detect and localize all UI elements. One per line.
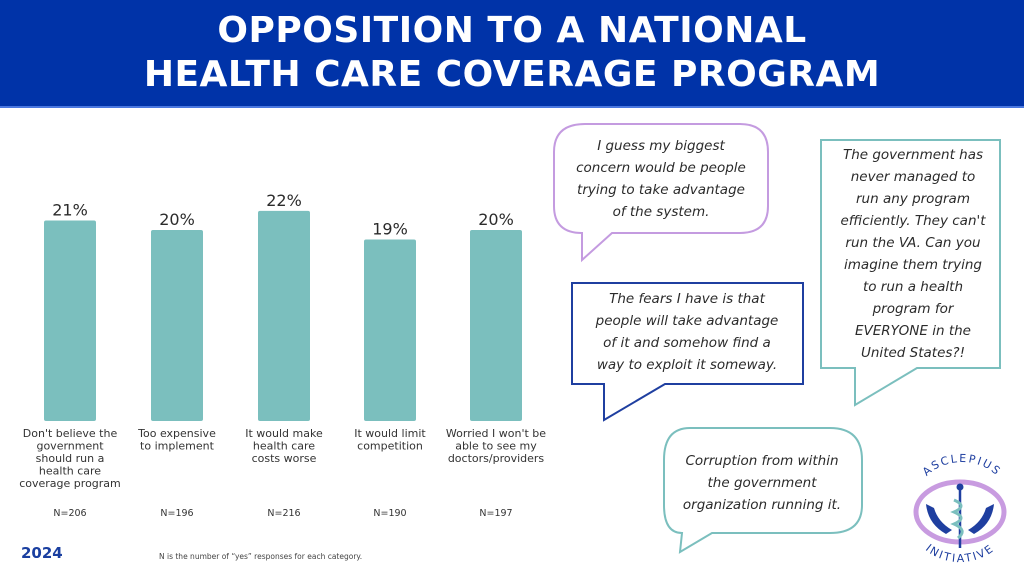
quote-3-line: The fears I have is that [609,291,765,307]
quote-4: Corruption from within the government or… [662,450,862,516]
quote-4-line: the government [707,475,817,491]
bar-value-label: 21% [52,200,88,219]
category-label: It would make health care costs worse [245,427,323,465]
quote-3: The fears I have is that people will tak… [572,288,802,376]
category-label: Worried I won't be able to see my doctors/… [446,427,546,465]
quote-1-line: trying to take advantage [577,182,745,198]
page-title-line-1: OPPOSITION TO A NATIONAL [217,10,807,51]
quote-4-line: Corruption from within [685,453,839,469]
bar [44,220,96,421]
quote-3-line: way to exploit it someway. [596,357,778,373]
n-count-label: N=190 [373,508,406,519]
quote-2-line: imagine them trying [844,257,982,273]
quote-2-line: run the VA. Can you [845,235,981,251]
quote-2-line: to run a health [862,279,964,295]
quote-1: I guess my biggest concern would be peop… [556,135,766,223]
footnote: N is the number of “yes” responses for e… [159,552,363,561]
rod-of-asclepius-icon [950,483,964,548]
n-count-label: N=196 [160,508,193,519]
n-count-label: N=197 [479,508,512,519]
bar [470,230,522,421]
bar [258,210,310,421]
bar-value-label: 22% [266,191,302,210]
n-count-label: N=206 [53,508,86,519]
category-label: Too expensive to implement [137,427,216,453]
category-label: It would limit competition [354,427,426,453]
bar [151,230,203,421]
quote-2-line: The government has [842,147,984,163]
page-title-line-2: HEALTH CARE COVERAGE PROGRAM [143,54,881,95]
quote-4-line: organization running it. [682,497,842,513]
asclepius-initiative-logo: ASCLEPIUS INITIATIVE [913,452,1007,565]
quote-2-line: program for [872,301,954,317]
quote-2-line: United States?! [861,345,965,361]
bar-value-label: 20% [478,210,514,229]
quote-2-line: efficiently. They can't [840,213,986,229]
n-count-label: N=216 [267,508,300,519]
bar-value-label: 19% [372,220,408,239]
quote-2-line: EVERYONE in the [855,323,971,339]
quote-2-line: run any program [856,191,970,207]
bar-value-label: 20% [159,210,195,229]
bar-chart: 21% Don't believe the government should run… [19,191,546,519]
hands-icon [926,504,994,534]
quote-3-line: of it and somehow find a [603,335,771,351]
quote-1-line: I guess my biggest [597,138,725,154]
header-banner: OPPOSITION TO A NATIONAL HEALTH CARE COV… [0,0,1024,108]
quote-1-line: of the system. [612,204,710,220]
year-label: 2024 [21,544,63,562]
quote-2: The government has never managed to run … [818,144,1008,364]
quote-1-line: concern would be people [576,160,746,176]
quote-2-line: never managed to [850,169,976,185]
logo-top-text: ASCLEPIUS [920,452,1004,479]
quote-3-line: people will take advantage [595,313,779,329]
bar [364,239,416,421]
